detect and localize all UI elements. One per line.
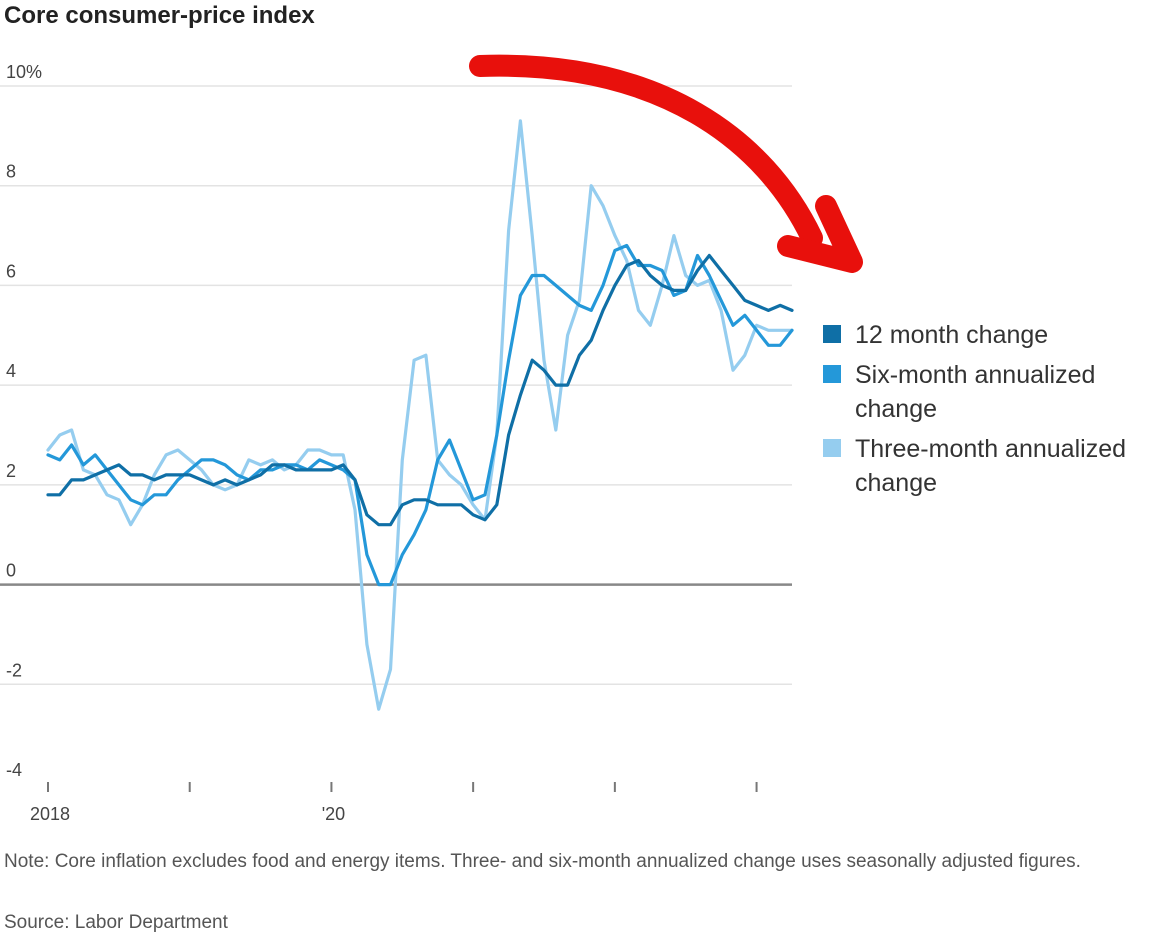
series-line-six-month <box>46 243 794 587</box>
chart-legend: 12 month change Six-month annualized cha… <box>823 318 1168 506</box>
legend-item-six-month: Six-month annualized change <box>823 358 1168 426</box>
series-lines <box>46 119 794 711</box>
y-axis-tick-labels: -4 -2 0 2 4 6 8 10% <box>6 62 42 780</box>
series-line-12-month <box>46 253 794 527</box>
legend-swatch-12-month <box>823 325 841 343</box>
chart-note: Note: Core inflation excludes food and e… <box>4 851 1081 872</box>
y-tick-label: -2 <box>6 660 22 680</box>
x-tick-label: '20 <box>322 804 345 824</box>
chart-source: Source: Labor Department <box>4 912 228 933</box>
legend-label-three-month: Three-month annualized change <box>855 435 1126 497</box>
series-line-three-month <box>46 119 794 711</box>
legend-swatch-three-month <box>823 439 841 457</box>
y-tick-label: 2 <box>6 461 16 481</box>
y-tick-label: 8 <box>6 162 16 182</box>
arrow-shaft <box>469 54 823 249</box>
x-axis: 2018 '20 <box>30 782 758 824</box>
red-curved-arrow-icon <box>469 54 863 273</box>
y-tick-label: 0 <box>6 561 16 581</box>
x-tick-label: 2018 <box>30 804 70 824</box>
y-tick-label: 6 <box>6 261 16 281</box>
y-tick-label: 10% <box>6 62 42 82</box>
y-tick-label: 4 <box>6 361 16 381</box>
y-tick-label: -4 <box>6 760 22 780</box>
legend-item-three-month: Three-month annualized change <box>823 432 1168 500</box>
arrow-head <box>777 195 863 273</box>
legend-swatch-six-month <box>823 365 841 383</box>
chart-title: Core consumer-price index <box>4 2 315 29</box>
legend-label-12-month: 12 month change <box>855 321 1049 349</box>
legend-label-six-month: Six-month annualized change <box>855 361 1096 423</box>
legend-item-12-month: 12 month change <box>823 318 1168 352</box>
